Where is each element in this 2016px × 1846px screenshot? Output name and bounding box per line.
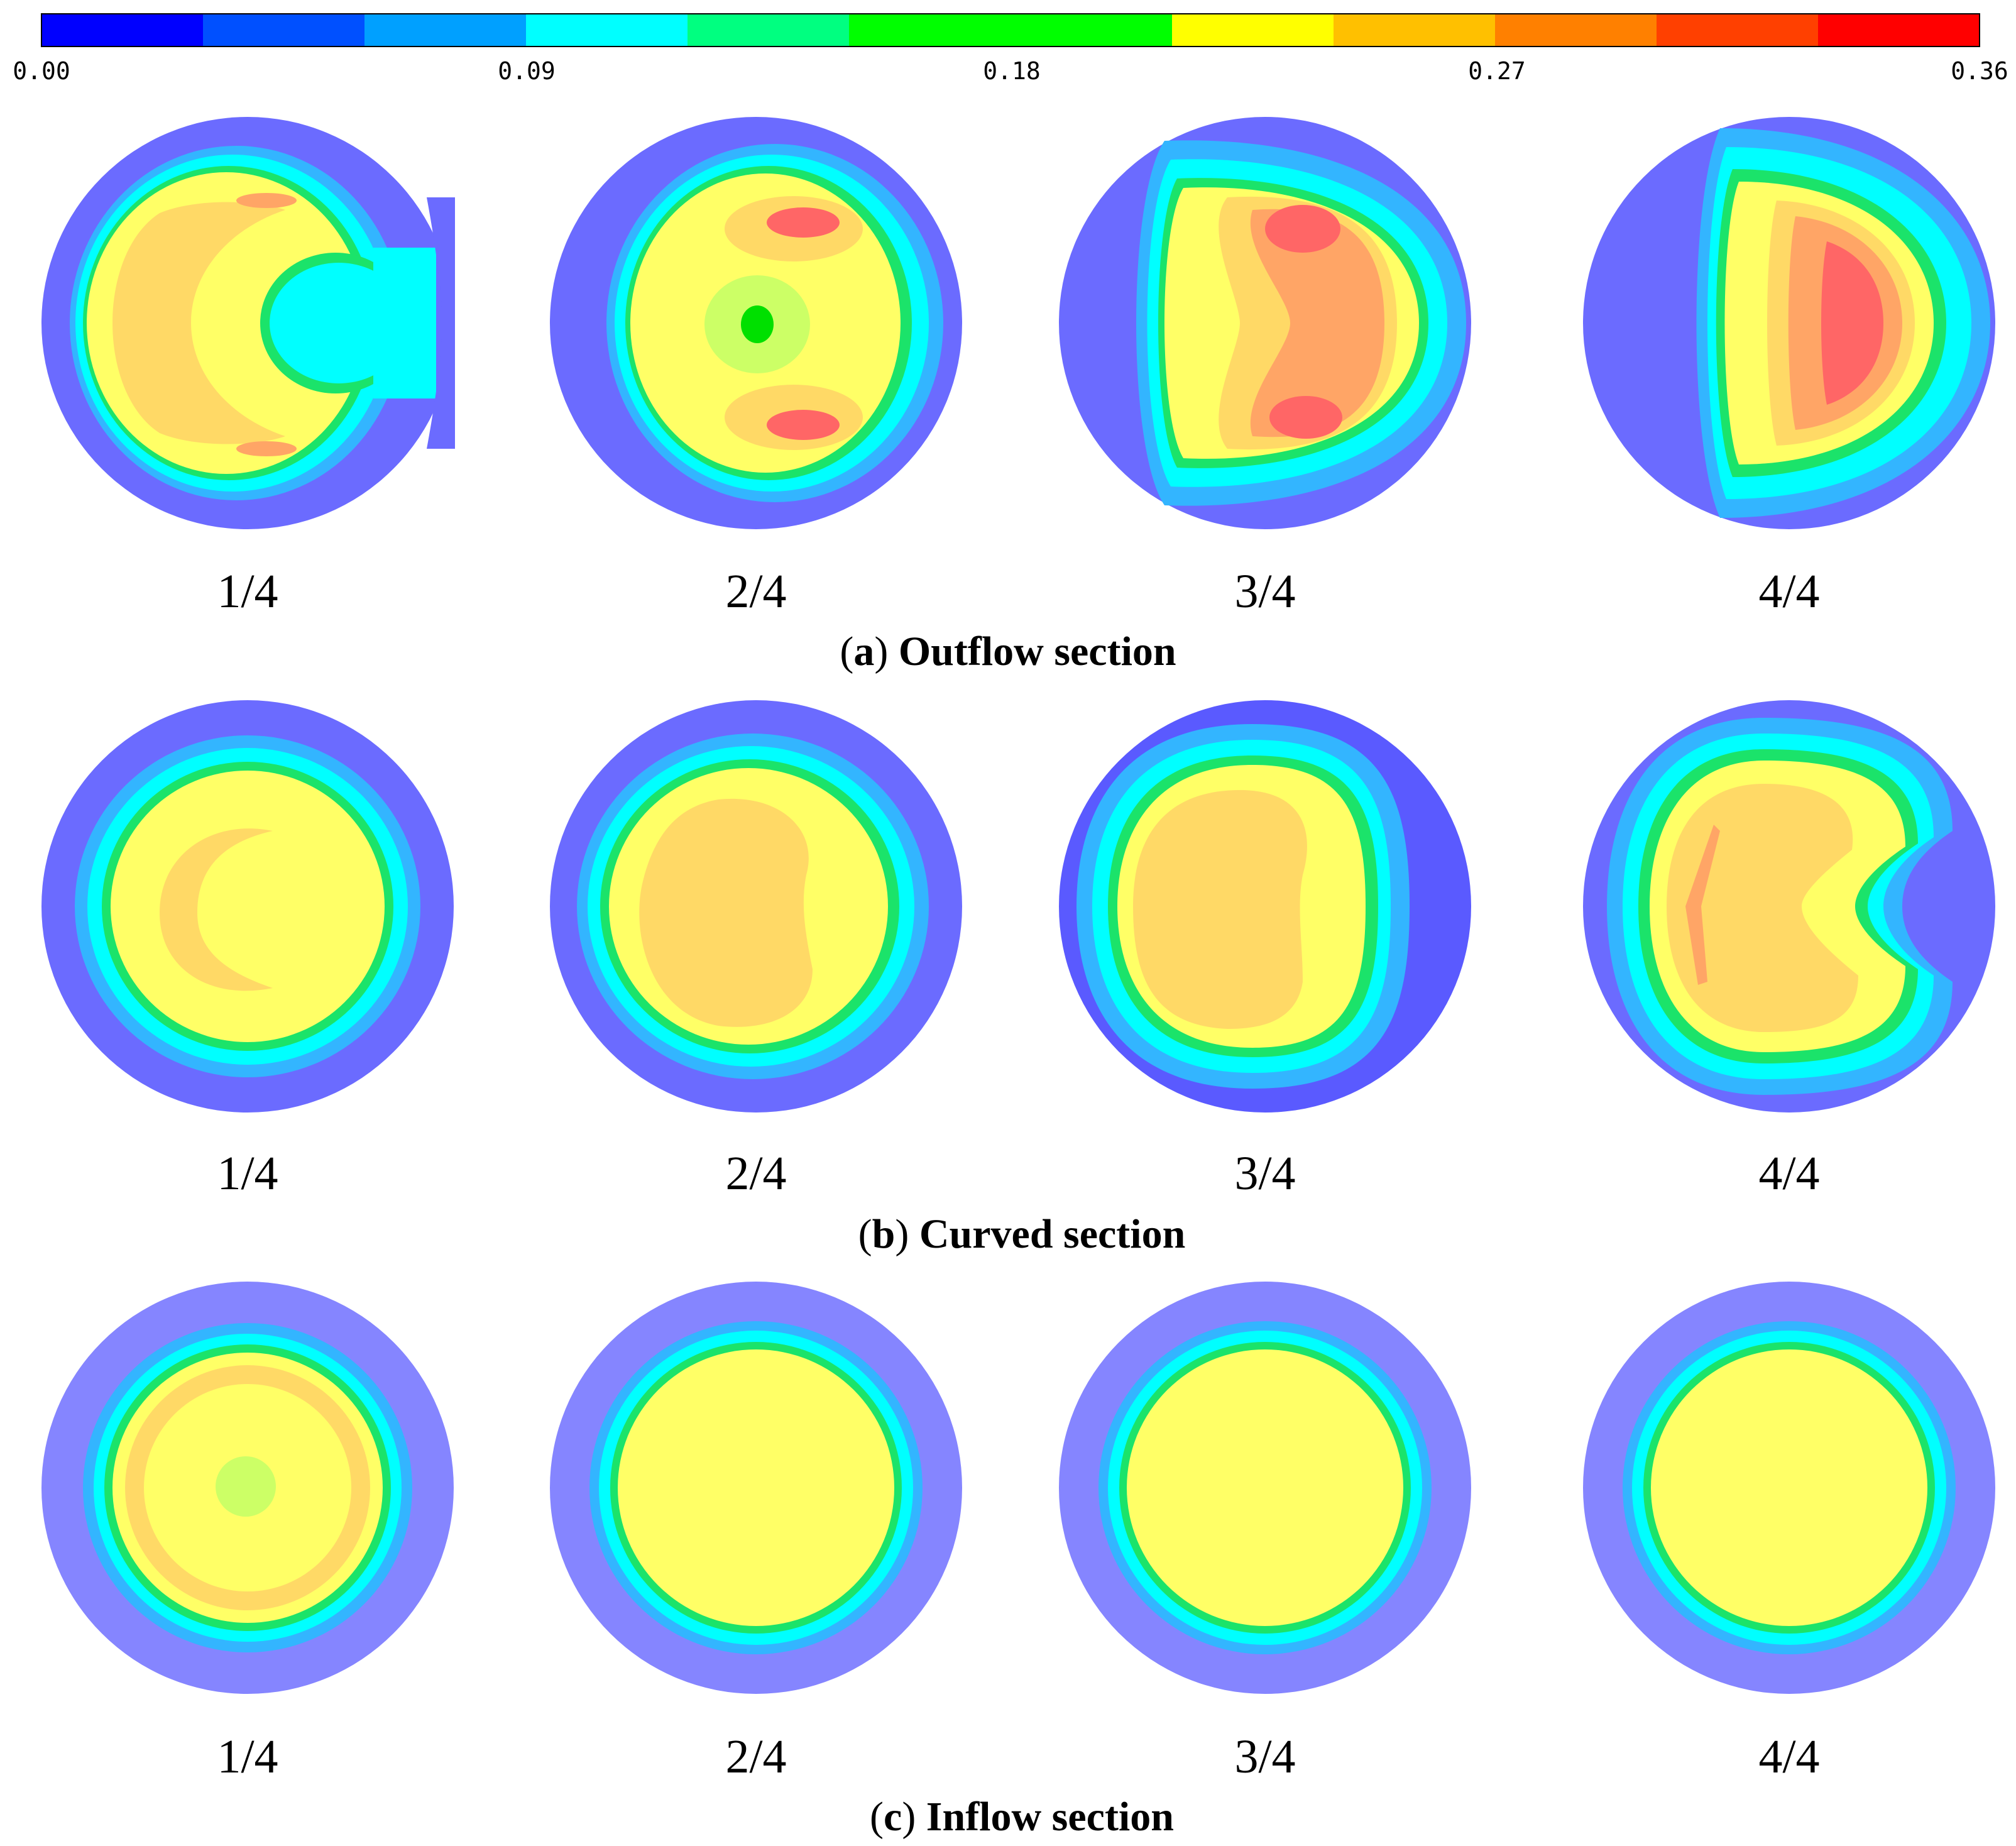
caption-c-text: Inflow section [926, 1794, 1174, 1840]
caption-c: (c) Inflow section [870, 1794, 1174, 1840]
colorbar-segment-0 [41, 14, 204, 47]
contour-panel-a-1 [41, 117, 455, 529]
contour-light-orange [1133, 790, 1307, 1029]
colorbar-tick-0: 0.00 [13, 57, 70, 85]
colorbar-segment-9 [1495, 14, 1657, 47]
contour-notch-opening [373, 248, 436, 398]
contour-orange-streak [1685, 825, 1720, 985]
figure-labels: 0.00 0.09 0.18 0.27 0.36 1/4 2/4 3/4 4/4… [13, 57, 2008, 1840]
contour-panel-c-2 [550, 1282, 962, 1694]
contour-panel-a-3 [1059, 117, 1471, 529]
colorbar-segment-10 [1657, 14, 1819, 47]
panel-label-c-3: 3/4 [1234, 1730, 1295, 1783]
panel-label-c-1: 1/4 [217, 1730, 278, 1783]
contour-center-lime [216, 1456, 276, 1517]
contour-panels [41, 117, 1995, 1694]
contour-panel-c-3 [1059, 1282, 1471, 1694]
contour-lower-red [1269, 396, 1342, 439]
contour-yellow [618, 1349, 894, 1626]
colorbar-frame [41, 13, 1980, 47]
panel-label-a-2: 2/4 [725, 565, 786, 618]
colorbar-segment-6 [1011, 14, 1173, 47]
colorbar-segment-1 [203, 14, 365, 47]
colorbar-segment-4 [688, 14, 850, 47]
contour-panel-b-2 [550, 700, 962, 1113]
contour-panel-a-4 [1583, 117, 1995, 529]
contour-orange-c [112, 202, 285, 444]
panel-label-c-4: 4/4 [1758, 1730, 1819, 1783]
contour-panel-c-4 [1583, 1282, 1995, 1694]
contour-yellow [1127, 1349, 1403, 1626]
contour-yellow [111, 771, 385, 1042]
contour-panel-b-4 [1583, 700, 1995, 1113]
colorbar-tick-3: 0.27 [1468, 57, 1526, 85]
contour-lower-red [767, 410, 840, 440]
colorbar-segment-11 [1818, 14, 1980, 47]
caption-a: (a) Outflow section [840, 629, 1176, 674]
colorbar-tick-4: 0.36 [1951, 57, 2008, 85]
contour-panel-c-1 [41, 1282, 454, 1694]
panel-label-a-3: 3/4 [1234, 565, 1295, 618]
contour-red [1821, 241, 1883, 405]
caption-c-letter: c [884, 1794, 902, 1840]
colorbar-segment-3 [526, 14, 688, 47]
caption-b-text: Curved section [919, 1211, 1185, 1257]
contour-crescent [160, 828, 273, 991]
caption-b: (b) Curved section [858, 1211, 1186, 1257]
panel-label-b-3: 3/4 [1234, 1147, 1295, 1200]
caption-b-letter: b [872, 1211, 896, 1257]
contour-orange-bottom [236, 441, 297, 456]
contour-panel-b-3 [1059, 700, 1471, 1113]
colorbar-tick-1: 0.09 [498, 57, 556, 85]
caption-a-letter: a [853, 629, 874, 674]
colorbar-segment-7 [1172, 14, 1334, 47]
colorbar-segment-8 [1334, 14, 1496, 47]
colorbar [41, 13, 1980, 47]
contour-panel-b-1 [41, 700, 454, 1113]
colorbar-tick-2: 0.18 [983, 57, 1041, 85]
panel-label-a-1: 1/4 [217, 565, 278, 618]
contour-panel-a-2 [550, 117, 962, 529]
colorbar-segment-2 [364, 14, 527, 47]
caption-a-text: Outflow section [899, 629, 1176, 674]
panel-label-a-4: 4/4 [1758, 565, 1819, 618]
panel-label-b-4: 4/4 [1758, 1147, 1819, 1200]
outer-trim [427, 197, 455, 449]
colorbar-segment-5 [849, 14, 1011, 47]
contour-yellow [1651, 1349, 1927, 1626]
contour-upper-red [767, 207, 840, 238]
contour-orange-top [236, 193, 297, 208]
contour-kidney [639, 798, 813, 1027]
contour-upper-red [1265, 205, 1340, 253]
panel-label-b-1: 1/4 [217, 1147, 278, 1200]
contour-orange [1250, 209, 1384, 437]
contour-center-green [741, 305, 774, 343]
panel-label-b-2: 2/4 [725, 1147, 786, 1200]
panel-label-c-2: 2/4 [725, 1730, 786, 1783]
